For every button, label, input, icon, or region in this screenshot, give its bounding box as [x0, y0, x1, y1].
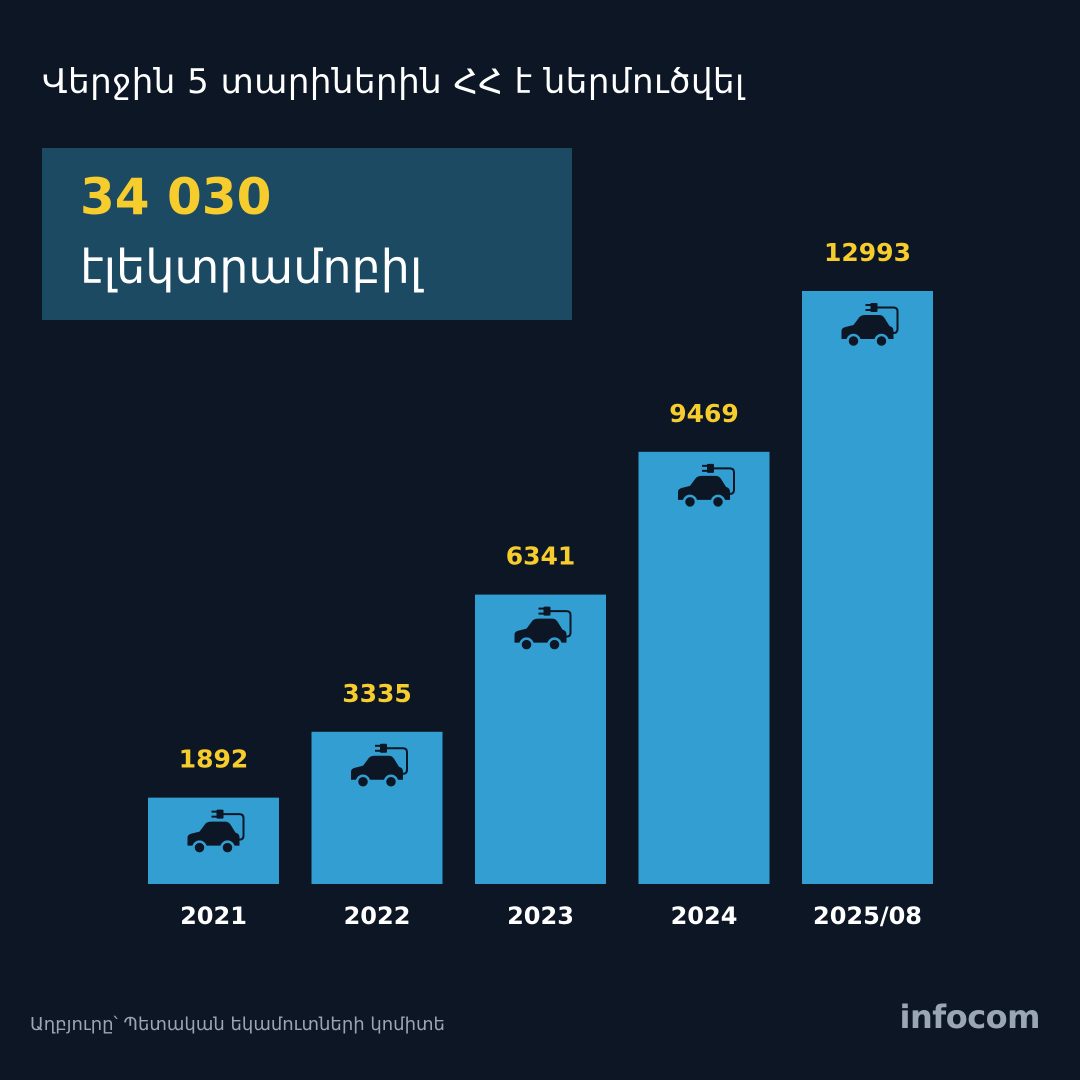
- bar-2025/08: [802, 291, 933, 884]
- infocom-logo: infocom: [899, 998, 1041, 1036]
- value-label: 3335: [342, 679, 412, 708]
- category-label: 2025/08: [813, 902, 922, 930]
- bar-2024: [638, 451, 770, 884]
- ev-charging-car-icon: [678, 463, 735, 510]
- chart-title: Վերջին 5 տարիներին ՀՀ է ներմուծվել: [42, 62, 745, 102]
- value-label: 1892: [179, 745, 249, 774]
- source-note: Աղբյուրը՝ Պետական եկամուտների կոմիտե: [30, 1014, 445, 1035]
- category-label: 2023: [507, 902, 574, 930]
- value-label: 12993: [824, 238, 911, 267]
- value-label: 6341: [506, 542, 576, 571]
- total-highlight-box: 34 030 էլեկտրամոբիլ: [42, 148, 572, 320]
- ev-charging-car-icon: [187, 809, 245, 855]
- category-label: 2022: [344, 902, 411, 930]
- ev-charging-car-icon: [841, 303, 899, 349]
- value-label: 9469: [669, 399, 739, 428]
- ev-charging-car-icon: [351, 743, 408, 790]
- bar-2023: [475, 594, 606, 884]
- total-count: 34 030: [80, 168, 272, 226]
- category-label: 2024: [671, 902, 738, 930]
- ev-charging-car-icon: [514, 606, 572, 652]
- bar-2022: [311, 731, 443, 884]
- total-label: էլեկտրամոբիլ: [80, 240, 423, 294]
- category-label: 2021: [180, 902, 247, 930]
